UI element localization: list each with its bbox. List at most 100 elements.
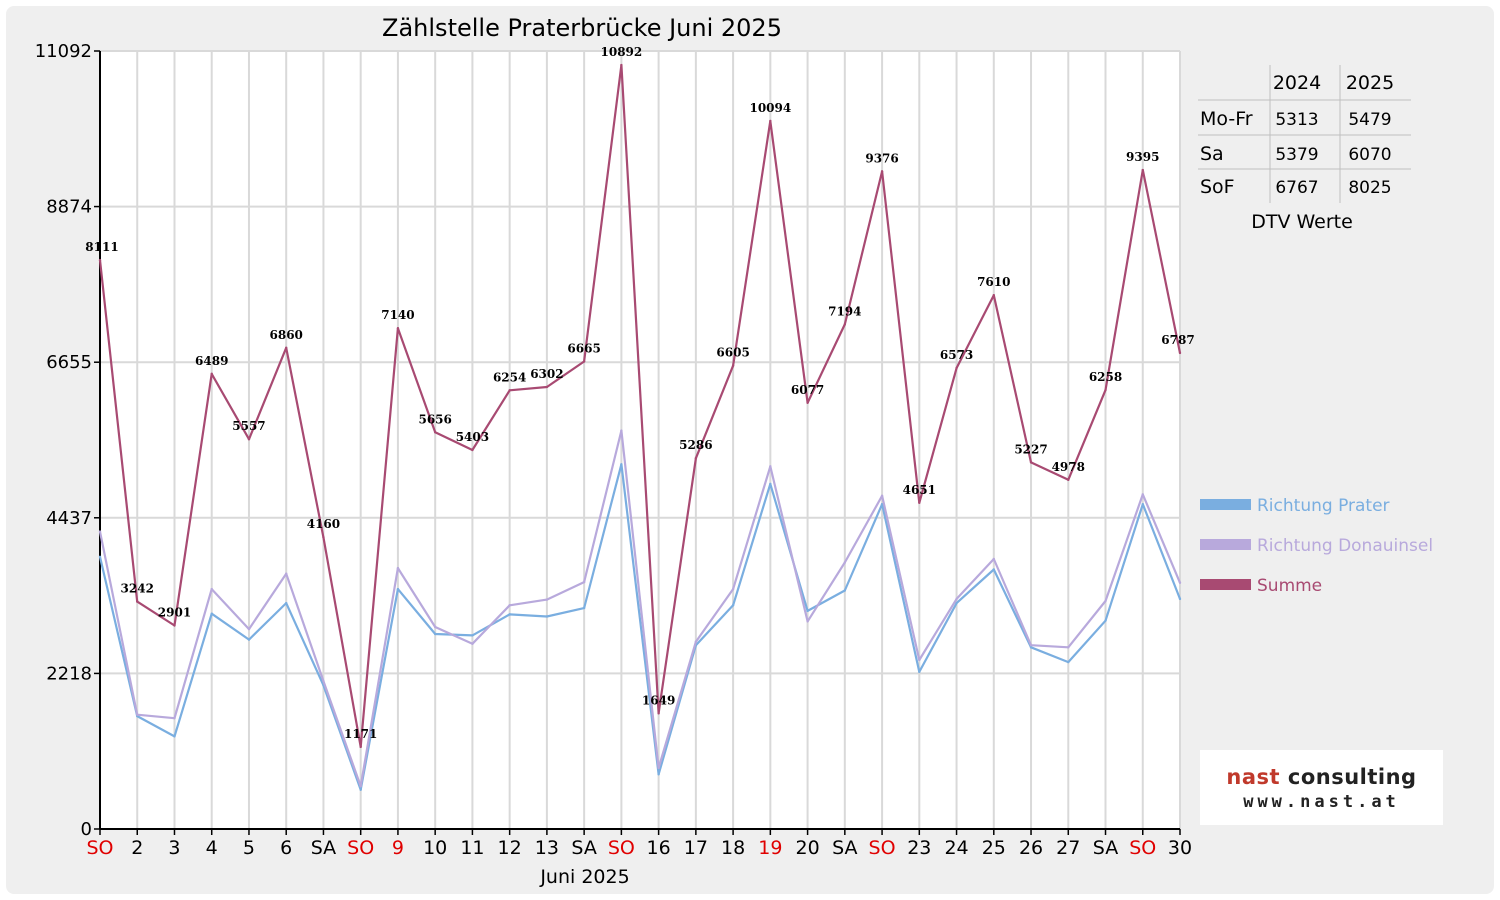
data-label: 4160 [307,517,340,531]
x-axis-label: Juni 2025 [539,866,629,888]
data-point [992,294,995,297]
x-tick-label: 4 [206,837,218,859]
x-tick-label: SO [347,837,374,859]
legend-swatch [1200,579,1251,590]
data-point [918,670,921,674]
data-point [1067,646,1070,649]
data-point [694,640,698,643]
legend-label: Richtung Donauinsel [1257,536,1433,556]
data-label: 2901 [158,606,191,620]
grid-lines [100,50,1181,829]
x-tick-label: 23 [907,837,931,859]
data-point [1178,597,1182,601]
data-point [210,587,213,591]
x-tick-label: 25 [982,837,1006,859]
series-lines [98,63,1182,791]
x-tick-label: 11 [460,837,484,859]
legend-label: Summe [1257,576,1322,596]
x-tick-label: 2 [131,837,143,859]
x-tick-label: 13 [535,837,559,859]
data-point [1104,388,1107,392]
table-row-label: Mo-Fr [1200,108,1253,130]
data-point [992,568,995,571]
data-label: 7140 [381,308,414,322]
data-point [545,615,549,618]
table-row-label: SoF [1200,176,1235,198]
x-tick-label: SO [608,837,635,859]
data-point [1141,168,1144,172]
data-label: 5656 [418,412,451,426]
table-header: 2024 [1273,72,1321,94]
data-label: 9376 [865,151,898,165]
data-point [880,170,884,173]
x-tick-label: 19 [758,837,782,859]
data-point [359,745,362,749]
data-label: 6254 [493,370,526,384]
data-point [433,431,437,434]
data-point [806,609,809,613]
x-tick-label: 9 [392,837,404,859]
x-tick-label: 24 [944,837,968,859]
data-point [136,600,139,603]
data-point [620,63,623,67]
x-tick-label: SO [869,837,896,859]
legend-swatch [1200,539,1251,550]
data-point [955,601,958,605]
data-point [1104,599,1107,603]
data-point [731,364,735,367]
data-point [769,465,772,468]
x-tick-label: SO [86,837,113,859]
data-point [173,735,176,738]
data-point [1141,493,1144,496]
data-point [1067,660,1070,664]
table-cell: 6070 [1348,145,1391,165]
data-point [322,679,325,683]
data-point [955,366,958,370]
data-label: 6605 [716,346,749,360]
data-label: 6860 [270,328,303,342]
x-tick-label: 12 [498,837,522,859]
data-point [955,597,958,601]
data-point [620,429,623,432]
x-tick-label: SA [1093,837,1118,859]
data-point [285,601,288,605]
data-point [806,620,809,623]
data-point [508,389,511,392]
x-tick-label: 10 [423,837,447,859]
table-cell: 6767 [1275,178,1318,198]
data-point [992,557,995,561]
x-tick-label: 17 [684,837,708,859]
data-point [173,624,176,627]
data-label: 3242 [121,582,154,596]
data-point [247,638,251,641]
logo-brand-part1: nast [1226,765,1281,789]
legend-label: Richtung Prater [1257,496,1390,516]
y-tick-label: 2218 [46,663,92,684]
data-point [98,555,102,559]
series-line-1 [98,429,1182,788]
data-point [918,501,921,504]
data-point [843,323,847,326]
data-point [396,587,400,591]
data-label: 6787 [1161,333,1194,347]
data-point [657,773,660,776]
x-tick-label: 30 [1168,837,1192,859]
x-tick-label: 6 [280,837,292,859]
y-tick-label: 8874 [46,197,92,218]
data-label: 6258 [1089,370,1122,384]
data-point [471,448,474,452]
x-tick-label: 5 [243,837,255,859]
data-label: 7610 [977,275,1010,289]
table-header: 2025 [1346,72,1394,94]
logo-url: www.nast.at [1243,792,1400,812]
x-tick-label: SA [311,837,336,859]
data-labels: 8111 3242 2901 6489 5557 6860 4160 1171 7140 5656… [85,45,1194,741]
data-label: 8111 [85,240,118,254]
y-tick-label: 11092 [35,41,92,62]
data-point [136,713,139,716]
logo-brand-part2: consulting [1280,765,1417,789]
x-tick-label: 26 [1019,837,1043,859]
data-point [769,119,772,123]
y-tick-label: 6655 [46,352,92,373]
